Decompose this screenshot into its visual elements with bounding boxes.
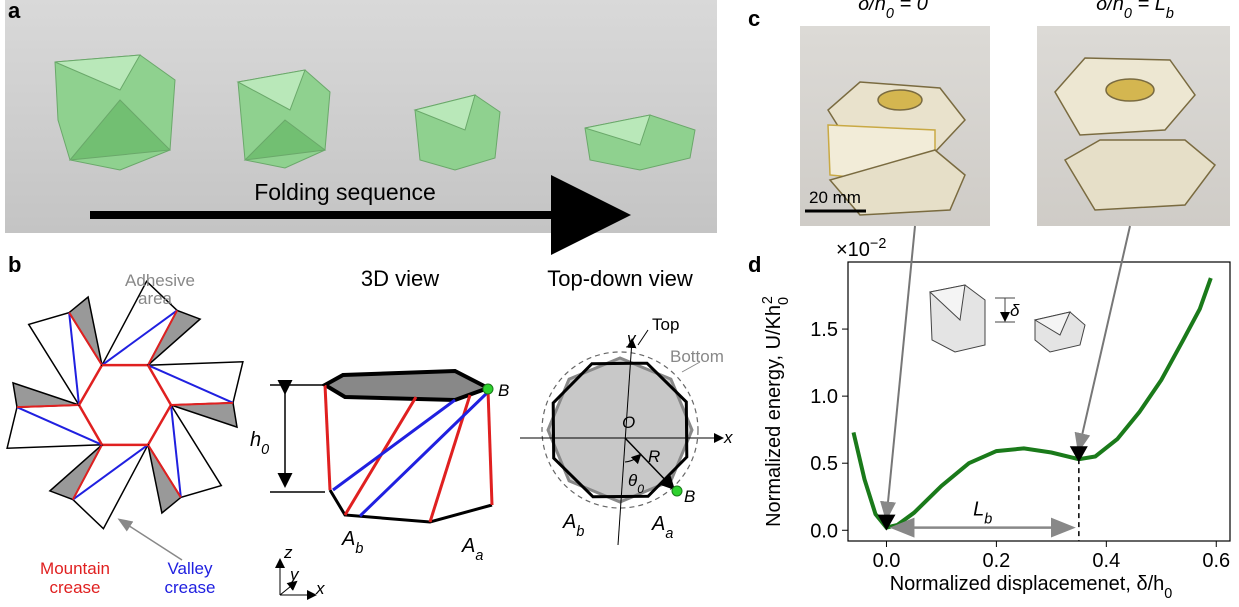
height-label-part: h — [250, 429, 261, 451]
x-axis-label: Normalized displacemenet, δ/h0 — [890, 573, 1173, 602]
adhesive-flap — [50, 445, 102, 500]
height-label: h0 — [250, 429, 269, 458]
y-axis-label-part: Normalized energy, U/Kh — [763, 305, 785, 527]
panel-label: c — [748, 6, 760, 31]
angle-label-part: 0 — [637, 482, 644, 496]
plot-frame — [848, 262, 1230, 541]
axis-label: z — [283, 543, 293, 562]
bottom-label: Bottom — [670, 347, 724, 366]
y-tick-label: 0.5 — [810, 453, 838, 475]
adhesive-label: area — [138, 289, 173, 308]
photo-title-part: = 0 — [894, 0, 928, 15]
flap — [7, 405, 102, 448]
adhesive-flap — [148, 310, 200, 365]
point-label-part: a — [475, 548, 483, 564]
photo-title: δ/h0 = Lb — [1096, 0, 1174, 22]
photo-title-part: b — [1166, 6, 1174, 22]
panel-label: b — [8, 252, 21, 277]
origin-label: O — [622, 413, 635, 432]
adhesive-flap — [171, 403, 237, 427]
y-axis-label-part: 2 — [760, 296, 776, 304]
point-label: Aa — [461, 535, 483, 564]
point-label-part: A — [562, 511, 576, 533]
x-axis-label-part: 0 — [1164, 586, 1172, 602]
crease-pattern — [7, 281, 243, 528]
point-label: Ab — [341, 528, 363, 557]
point-label: B — [498, 381, 509, 400]
figure: a Folding sequence b Adhesive area Mount… — [0, 0, 1239, 607]
valley-crease — [17, 407, 102, 445]
valley-label: crease — [164, 578, 215, 597]
y-axis-label: Normalized energy, U/Kh02 — [760, 296, 792, 527]
photo-title: δ/h0 = 0 — [858, 0, 928, 22]
photo-title-part: = L — [1132, 0, 1166, 15]
scale-label: 20 mm — [809, 188, 861, 207]
adhesive-flap — [13, 383, 79, 407]
caption: Folding sequence — [254, 179, 436, 205]
point-label-part: a — [665, 526, 673, 542]
span-label-part: L — [973, 499, 984, 521]
x-tick-label: 0.0 — [873, 550, 901, 572]
inset-label: δ — [1010, 301, 1020, 320]
radius-label: R — [648, 447, 660, 466]
axis-multiplier-part: −2 — [870, 236, 886, 252]
axis-multiplier: ×10−2 — [836, 236, 886, 261]
view-title: 3D view — [361, 266, 439, 291]
point-label-part: A — [651, 513, 665, 535]
height-label-part: 0 — [261, 442, 269, 458]
x-axis-label-part: Normalized displacemenet, δ/h — [890, 573, 1165, 595]
point-label-part: A — [341, 528, 355, 550]
photo-pointer — [886, 226, 915, 518]
x-tick-label: 0.2 — [982, 550, 1010, 572]
point-label: B — [684, 487, 695, 506]
axis-multiplier-part: ×10 — [836, 239, 870, 261]
photo-title-part: δ/h — [1096, 0, 1124, 15]
point-label-part: b — [355, 541, 363, 557]
y-tick-label: 1.5 — [810, 319, 838, 341]
flap — [148, 362, 243, 405]
axis-label: y — [289, 565, 300, 584]
pointer — [120, 520, 182, 560]
mountain-label: crease — [49, 578, 100, 597]
view-title: Top-down view — [547, 266, 693, 291]
adhesive-label: Adhesive — [125, 271, 195, 290]
point-label: Aa — [651, 513, 673, 542]
mountain-label: Mountain — [40, 559, 110, 578]
valley-crease — [148, 365, 233, 403]
y-tick-label: 0.0 — [810, 520, 838, 542]
span-label: Lb — [973, 499, 992, 528]
photo-title-part: 0 — [1124, 6, 1132, 22]
y-axis-label-part: 0 — [776, 297, 792, 305]
mountain-crease — [148, 405, 171, 445]
panel-label: d — [748, 252, 761, 277]
page: a Folding sequence b Adhesive area Mount… — [0, 0, 1239, 607]
inset — [930, 285, 1085, 352]
photo-pointer — [1079, 226, 1130, 449]
point-label: Ab — [562, 511, 584, 540]
axis-label: x — [315, 579, 325, 598]
flap — [73, 445, 148, 529]
photo-title-part: δ/h — [858, 0, 886, 15]
axis-label: y — [626, 329, 637, 348]
prism-3d — [270, 371, 493, 595]
valley-label: Valley — [167, 559, 213, 578]
axis-label: x — [723, 428, 733, 447]
point-label-part: b — [576, 524, 584, 540]
top-label: Top — [652, 315, 679, 334]
mountain-crease — [79, 365, 102, 405]
panel-label: a — [8, 0, 21, 23]
x-tick-label: 0.6 — [1202, 550, 1230, 572]
span-label-part: b — [984, 512, 992, 528]
y-tick-label: 1.0 — [810, 386, 838, 408]
photo-title-part: 0 — [886, 6, 894, 22]
x-tick-label: 0.4 — [1092, 550, 1120, 572]
point-label-part: A — [461, 535, 475, 557]
